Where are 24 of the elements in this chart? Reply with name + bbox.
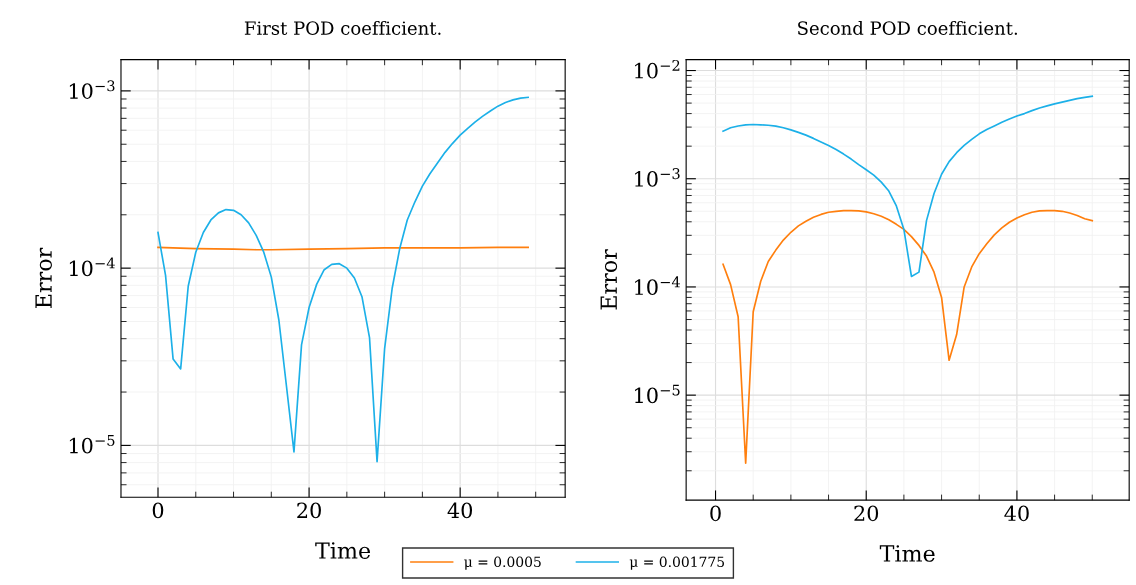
y-tick-label: 10$^{−5}$ [635,384,680,404]
x-tick-label: 0 [152,502,164,519]
y-tick-label: 10$^{−2}$ [635,59,680,79]
x-tick-label: 0 [710,505,721,522]
x-tick-label: 40 [447,502,473,519]
x-tick-label: 40 [1004,505,1029,522]
chart-title: First POD coefficient. [244,20,441,35]
y-axis-title: Error [600,249,618,310]
y-tick-label: 10$^{−4}$ [69,257,115,277]
y-tick-label: 10$^{−5}$ [69,434,115,454]
y-tick-label: 10$^{−4}$ [635,276,680,296]
x-tick-label: 20 [854,505,879,522]
legend-label: μ = 0.0005 [464,556,541,570]
x-axis-title: Time [879,545,935,562]
line-series [722,95,1094,278]
x-axis-title: Time [315,542,371,559]
line-series [722,209,1094,465]
y-axis-title: Error [35,247,52,308]
legend-label: μ = 0.001775 [629,556,724,570]
x-tick-label: 20 [297,502,321,519]
y-tick-label: 10$^{−3}$ [69,80,115,99]
chart-title: Second POD coefficient. [798,20,1018,35]
y-tick-label: 10$^{−3}$ [635,168,680,187]
line-series [157,96,529,463]
